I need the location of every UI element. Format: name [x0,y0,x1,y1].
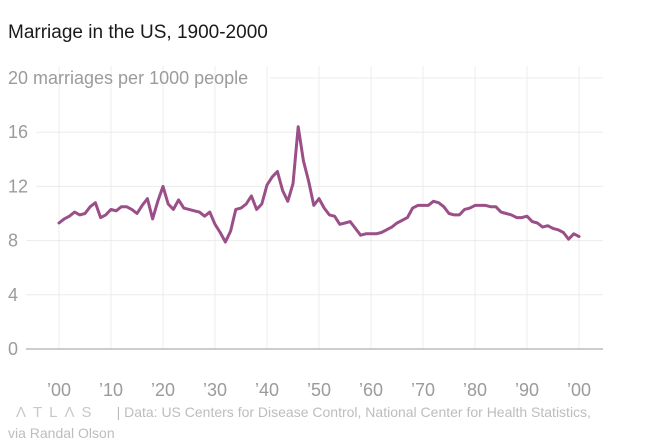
y-axis-label: 20 marriages per 1000 people [8,68,248,88]
x-tick-label: ’60 [359,380,383,400]
y-axis-ticks: 0 4 8 12 16 20 marriages per 1000 people [8,68,248,359]
x-tick-label: ’80 [463,380,487,400]
gridlines [26,66,603,350]
y-tick-label: 12 [8,176,28,196]
x-tick-label: ’70 [411,380,435,400]
x-tick-label: ’10 [99,380,123,400]
x-axis-ticks: ’00 ’10 ’20 ’30 ’40 ’50 ’60 ’70 ’80 ’90 ’00 [47,380,591,400]
x-tick-label: ’00 [567,380,591,400]
footer: ΛTLΛS | Data: US Centers for Disease Cont… [8,402,608,443]
chart-title: Marriage in the US, 1900-2000 [8,22,268,43]
atlas-logo: ΛTLΛS [16,404,99,421]
x-tick-label: ’90 [515,380,539,400]
series-layer [57,125,581,244]
x-tick-label: ’20 [151,380,175,400]
y-tick-label: 0 [8,339,18,359]
series-line-marriage-rate [57,125,581,244]
x-tick-label: ’30 [203,380,227,400]
source-note: | Data: US Centers for Disease Control, … [8,404,591,441]
y-tick-label: 16 [8,122,28,142]
y-tick-label: 8 [8,231,18,251]
x-tick-label: ’50 [307,380,331,400]
x-tick-label: ’00 [47,380,71,400]
y-tick-label: 4 [8,285,18,305]
x-tick-label: ’40 [255,380,279,400]
